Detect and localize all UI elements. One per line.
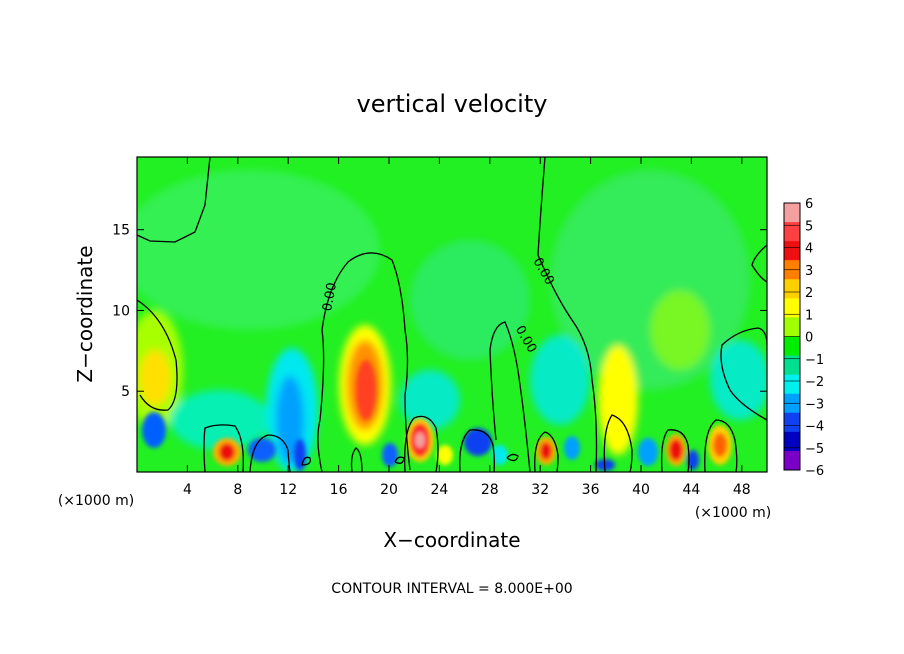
contour-line xyxy=(301,456,311,466)
y-tick-label: 15 xyxy=(112,223,130,239)
contour-interval-note: CONTOUR INTERVAL = 8.000E+00 xyxy=(331,581,572,597)
contour-line xyxy=(404,415,439,472)
field-cell xyxy=(564,436,580,460)
contour-line xyxy=(350,447,363,472)
contour-line xyxy=(203,424,244,472)
colorbar-swatch xyxy=(784,355,800,376)
contour-line xyxy=(603,414,633,472)
field-cell xyxy=(356,360,376,420)
contour-line xyxy=(537,157,598,472)
x-unit-label-left: (×1000 m) xyxy=(58,493,134,509)
colorbar-label: 4 xyxy=(805,242,813,257)
field-cell xyxy=(713,433,727,457)
colorbar-label: 0 xyxy=(805,331,813,346)
contour-label: 0.00 xyxy=(320,281,340,312)
field-cell xyxy=(530,335,590,425)
plot-frame xyxy=(136,156,768,473)
field-cell xyxy=(170,390,270,450)
x-tick-label: 36 xyxy=(582,482,600,498)
colorbar: 6 5 4 3 2 1 0 −1 −2 −3 −4 −5 −6 xyxy=(783,197,824,479)
contour-line xyxy=(394,456,405,464)
chart-title: vertical velocity xyxy=(357,90,548,118)
field-cell xyxy=(410,240,530,360)
contour-line xyxy=(317,252,411,472)
x-tick-label: 4 xyxy=(183,482,192,498)
y-tick-label: 5 xyxy=(121,384,130,400)
colorbar-label: −5 xyxy=(805,442,824,457)
field-cell xyxy=(382,443,398,467)
field-cell xyxy=(540,442,552,460)
colorbar-swatch xyxy=(784,279,800,299)
field-cell xyxy=(492,445,508,465)
field-cell xyxy=(638,438,658,466)
colorbar-label: 6 xyxy=(805,197,813,212)
colorbar-swatch xyxy=(784,203,800,223)
field-cell xyxy=(437,445,453,465)
x-tick-label: 28 xyxy=(481,482,499,498)
colorbar-swatch xyxy=(784,222,800,242)
contour-line xyxy=(506,453,519,462)
contour-line xyxy=(660,429,690,472)
colorbar-swatch xyxy=(784,336,800,356)
x-tick-label: 20 xyxy=(380,482,398,498)
field-cell xyxy=(415,432,425,448)
field-cell xyxy=(650,290,710,370)
colorbar-label: 1 xyxy=(805,308,813,323)
colorbar-label: −6 xyxy=(805,464,824,479)
x-tick-label: 24 xyxy=(430,482,448,498)
contour-line xyxy=(489,321,531,472)
y-tick-label: 10 xyxy=(112,303,130,319)
x-axis-label: X−coordinate xyxy=(383,528,520,552)
field-cell xyxy=(710,340,767,420)
colorbar-label: −4 xyxy=(805,420,824,435)
field-cell xyxy=(598,345,638,455)
x-tick-label: 44 xyxy=(682,482,700,498)
x-tick-label: 8 xyxy=(233,482,242,498)
field-cell xyxy=(669,439,683,461)
contour-line xyxy=(459,429,495,472)
x-unit-label-right: (×1000 m) xyxy=(695,505,771,521)
colorbar-swatch xyxy=(784,241,800,261)
contour-line xyxy=(534,431,559,472)
field-cell xyxy=(687,450,699,470)
contour-line xyxy=(137,157,211,243)
contour-line xyxy=(704,419,738,472)
contour-line xyxy=(249,434,291,472)
y-axis-label: Z−coordinate xyxy=(73,245,97,382)
colorbar-swatch xyxy=(784,450,800,471)
colorbar-label: 2 xyxy=(805,286,813,301)
colorbar-swatch xyxy=(784,431,800,452)
field-cell xyxy=(294,439,306,471)
contour-line xyxy=(751,244,767,283)
x-tick-label: 40 xyxy=(632,482,650,498)
colorbar-label: 3 xyxy=(805,264,813,279)
x-tick-label: 16 xyxy=(330,482,348,498)
contour-line xyxy=(720,327,767,421)
x-tick-label: 32 xyxy=(531,482,549,498)
x-tick-label: 48 xyxy=(733,482,751,498)
colorbar-label: −1 xyxy=(805,353,824,368)
colorbar-swatch xyxy=(784,374,800,395)
field-cell xyxy=(248,438,276,462)
field-cell xyxy=(142,412,166,448)
colorbar-swatch xyxy=(784,298,800,318)
colorbar-label: −3 xyxy=(805,397,824,412)
colorbar-label: −2 xyxy=(805,375,824,390)
plot-area xyxy=(137,157,767,472)
field-cell xyxy=(137,170,380,330)
x-tick-label: 12 xyxy=(279,482,297,498)
field-cell xyxy=(400,370,460,430)
colorbar-label: 5 xyxy=(805,219,813,234)
colorbar-swatch xyxy=(784,412,800,433)
field-cell xyxy=(219,443,235,461)
field-cell xyxy=(139,350,171,406)
contour-line xyxy=(137,299,178,411)
field-cell xyxy=(464,428,492,456)
colorbar-swatch xyxy=(784,317,800,337)
